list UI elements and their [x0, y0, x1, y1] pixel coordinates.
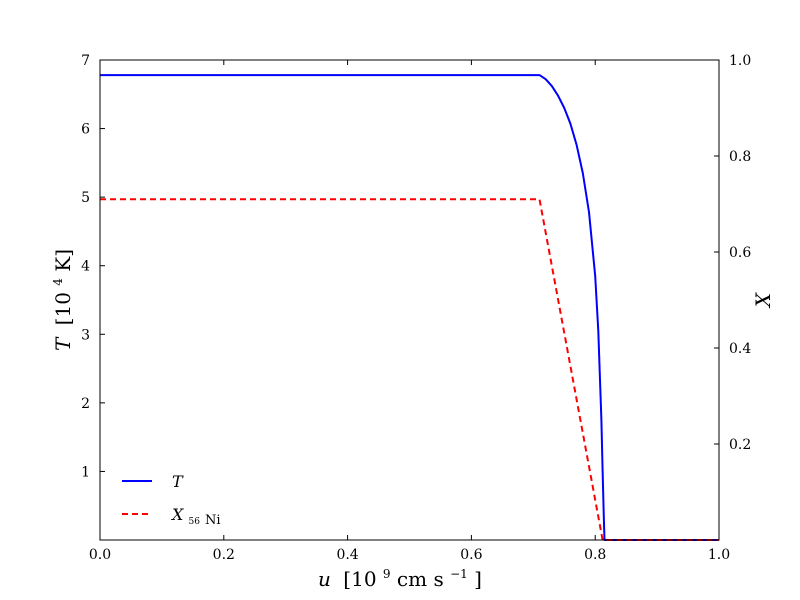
y-right-axis-label: X	[751, 292, 775, 309]
y-left-axis-label-var: T	[51, 336, 75, 351]
y-right-tick-label: 0.2	[729, 437, 751, 453]
legend: T X 56 Ni	[122, 472, 221, 528]
legend-label-x56ni-sub2: Ni	[205, 513, 221, 528]
x-tick-label: 0.2	[213, 547, 235, 563]
y-right-tick-label: 1.0	[729, 53, 751, 69]
y-left-tick-label: 5	[81, 190, 90, 206]
y-left-tick-label: 3	[81, 327, 90, 343]
x-axis-label-var: u	[318, 567, 331, 591]
x-axis-label-unit-exp2: −1	[450, 567, 468, 581]
y-left-tick-label: 6	[81, 122, 90, 138]
y-left-tick-label: 4	[81, 259, 90, 275]
y-right-tick-label: 0.4	[729, 341, 751, 357]
x-tick-label: 0.4	[336, 547, 358, 563]
y-left-tick-label: 2	[81, 396, 90, 412]
x-axis-label-unit-prefix: [10	[343, 567, 376, 591]
y-left-axis-label-unit-prefix: [10	[51, 292, 75, 325]
plot-frame	[99, 59, 720, 541]
x-tick-label: 0.0	[89, 547, 111, 563]
y-left-tick-label: 7	[81, 53, 90, 69]
series-line-t	[100, 74, 719, 541]
x-axis-label-unit-exp: 9	[383, 567, 391, 581]
y-left-axis-label-unit-exp: 4	[51, 278, 65, 286]
x-axis-label-unit-mid: cm s	[397, 567, 444, 591]
legend-label-t: T	[172, 472, 184, 491]
x-axis-label-unit-suffix: ]	[474, 567, 482, 591]
y-right-tick-label: 0.6	[729, 245, 751, 261]
y-right-tick-label: 0.8	[729, 149, 751, 165]
series-line-x56ni	[100, 198, 719, 541]
x-tick-label: 0.6	[460, 547, 482, 563]
y-left-tick-label: 1	[81, 464, 90, 480]
x-tick-label: 0.8	[584, 547, 606, 563]
legend-label-x56ni-var: X	[170, 505, 184, 524]
legend-label-x56ni-sub: 56	[188, 517, 200, 527]
y-left-axis-label-unit-suffix: K]	[51, 249, 75, 272]
legend-label-x56ni: X 56 Ni	[170, 505, 221, 528]
x-tick-label: 1.0	[708, 547, 730, 563]
x-axis-label: u [10 9 cm s −1 ]	[318, 559, 482, 591]
y-left-axis-label: T [10 4 K]	[43, 249, 75, 351]
